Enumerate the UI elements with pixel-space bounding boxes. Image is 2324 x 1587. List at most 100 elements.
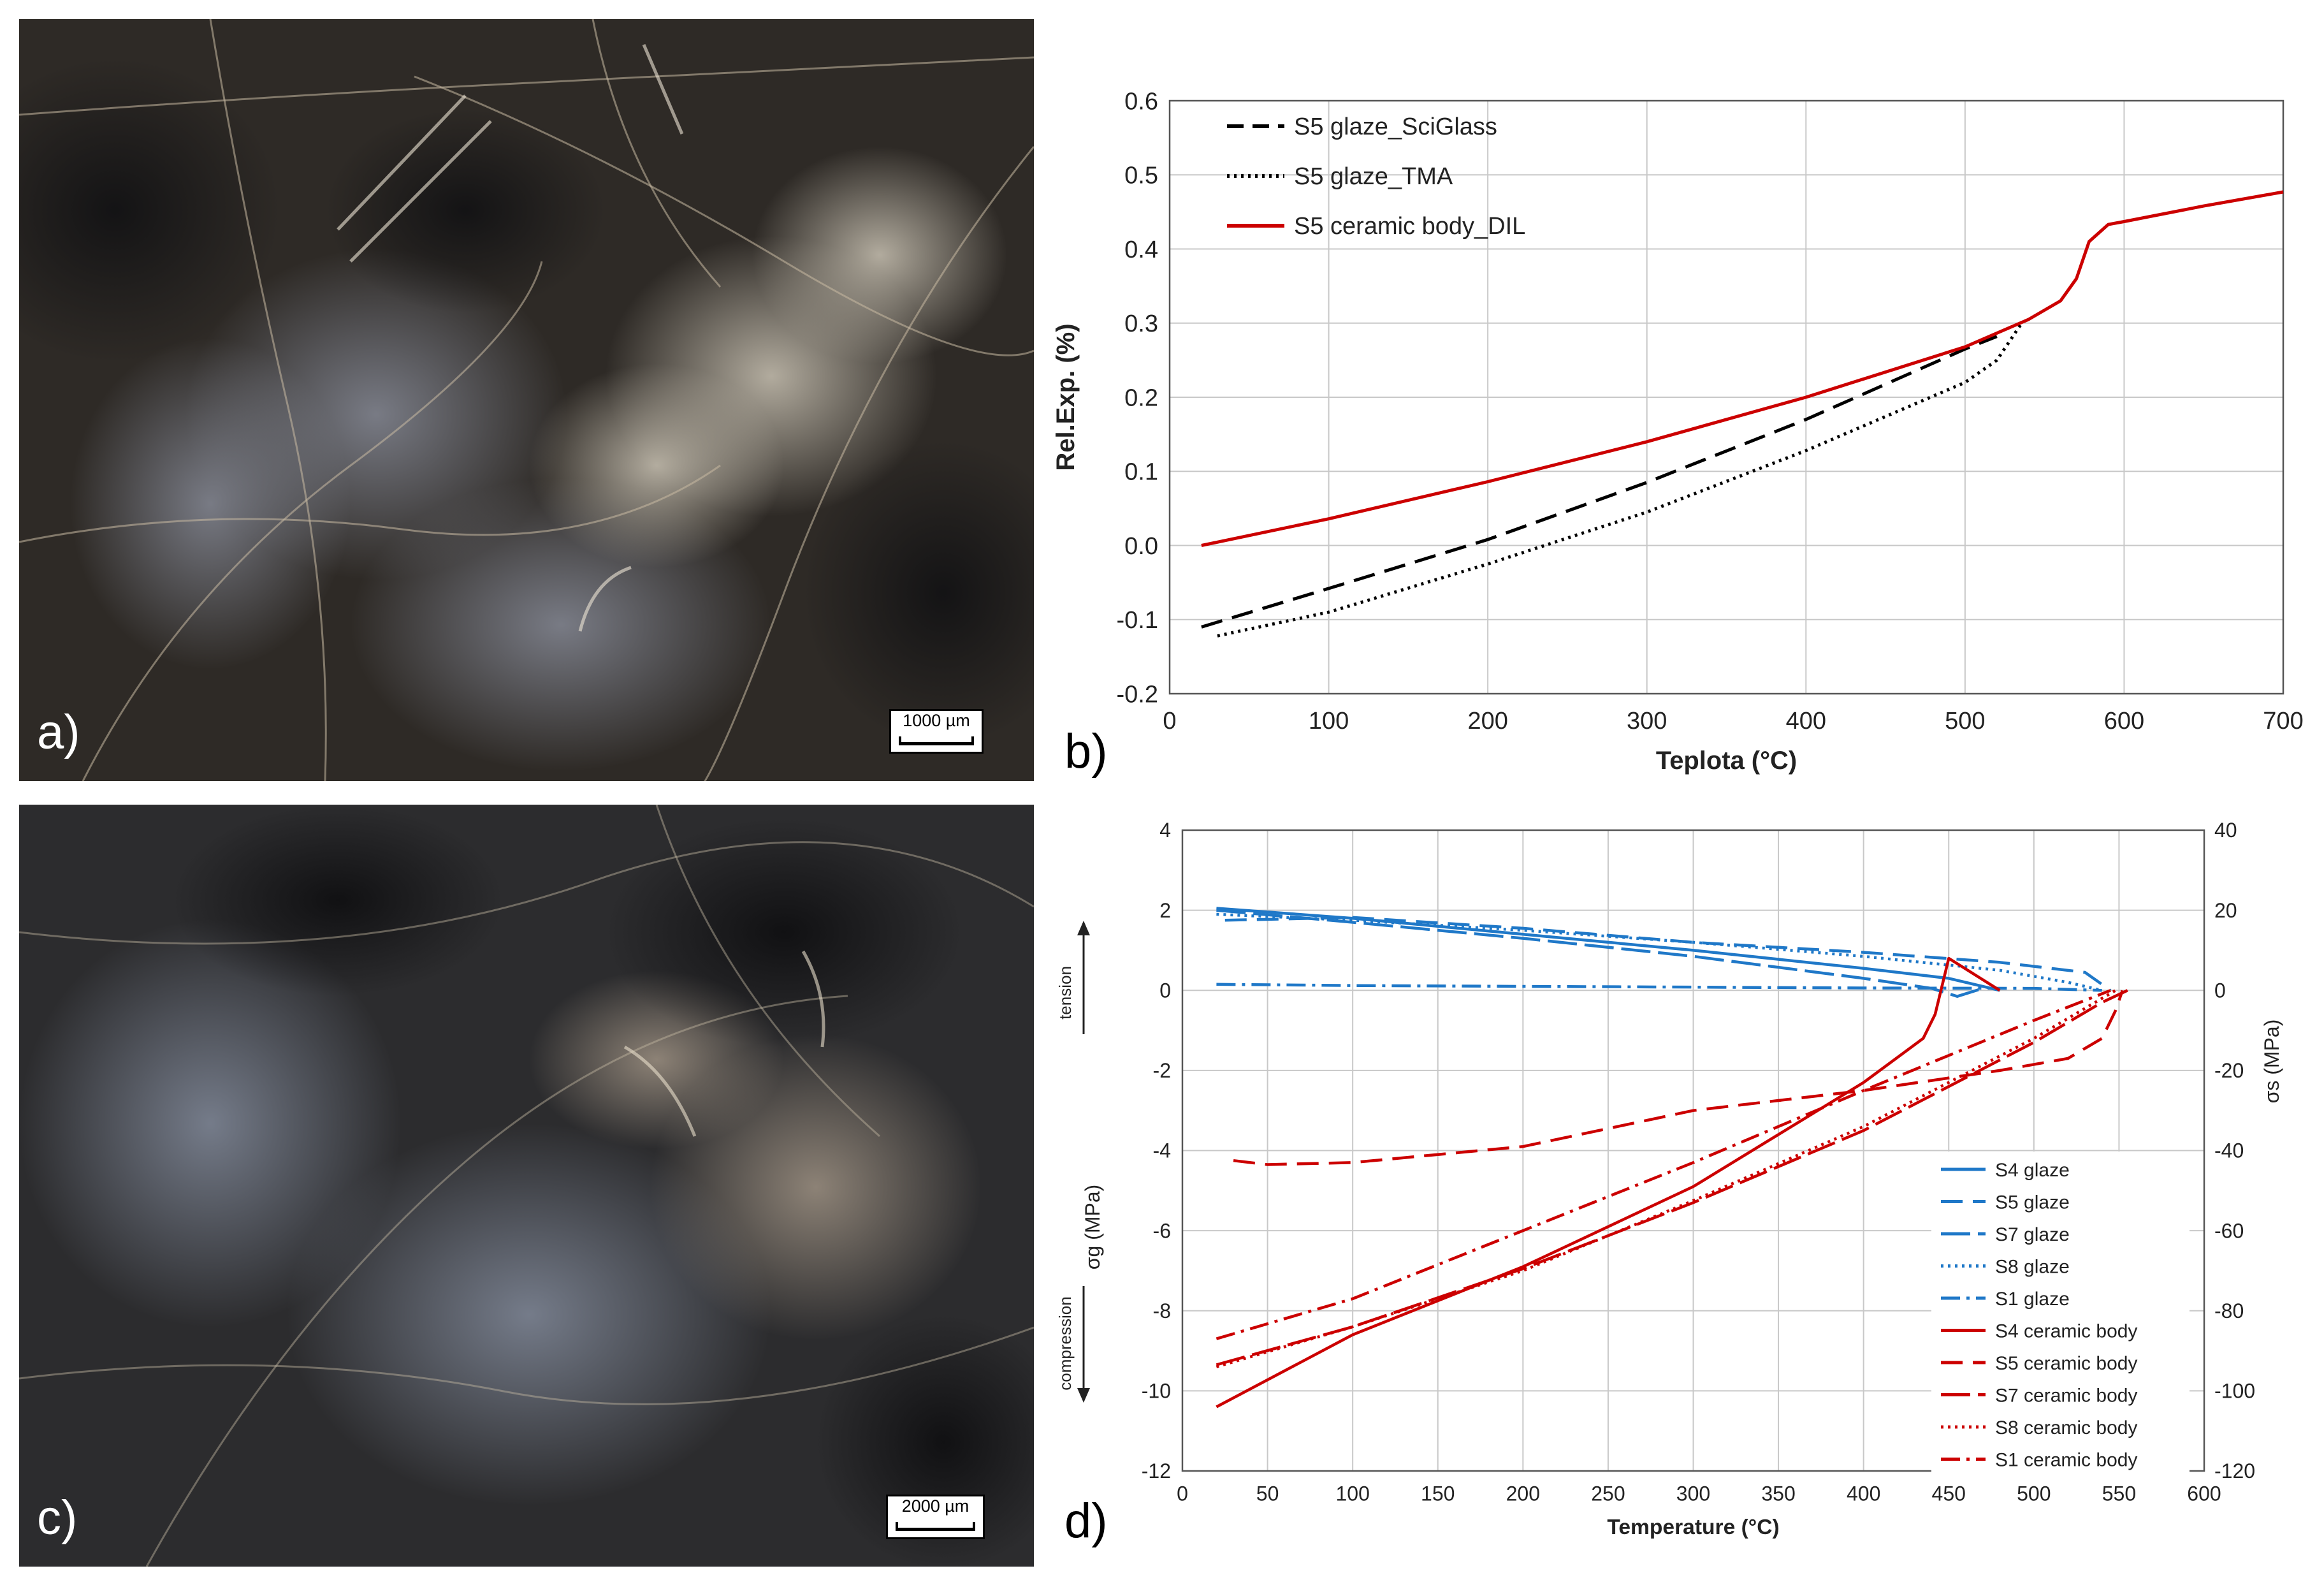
chart-b: 0 100 200 300 400 500 600 700 -0.2 -0.1 0.0 0.1 0.2 0… bbox=[1045, 19, 2314, 791]
chart-d-xtick-label: 500 bbox=[2017, 1482, 2051, 1505]
chart-d-legend-label: S7 glaze bbox=[1995, 1224, 2070, 1245]
chart-d-series-s7-glaze bbox=[1216, 909, 1984, 998]
chart-d-y2tick-label: 20 bbox=[2214, 899, 2237, 922]
chart-b-y-axis-title: Rel.Exp. (%) bbox=[1052, 323, 1080, 471]
panel-label-a: a) bbox=[37, 705, 80, 759]
chart-b-xtick-label: 700 bbox=[2263, 708, 2303, 735]
chart-d-y2tick-label: -100 bbox=[2214, 1380, 2255, 1403]
chart-d-legend-label: S8 glaze bbox=[1995, 1257, 2070, 1278]
chart-d-y2tick-label: -80 bbox=[2214, 1299, 2244, 1322]
panel-label-b: b) bbox=[1064, 724, 1108, 779]
chart-d-y2tick-label: -60 bbox=[2214, 1219, 2244, 1242]
chart-d-legend-label: S1 glaze bbox=[1995, 1289, 2070, 1310]
chart-b-series-s5-glaze-sciglass bbox=[1201, 335, 1998, 629]
chart-b-xtick-label: 400 bbox=[1786, 708, 1826, 735]
panel-label-c: c) bbox=[37, 1491, 78, 1545]
chart-d-tension-label: tension bbox=[1056, 966, 1075, 1020]
chart-d-y2tick-label: -40 bbox=[2214, 1139, 2244, 1162]
chart-d-y2tick-label: 0 bbox=[2214, 979, 2226, 1002]
chart-b-ytick-label: 0.6 bbox=[1124, 88, 1158, 115]
chart-d-series-s5-glaze bbox=[1224, 916, 2112, 992]
chart-b-xtick-label: 500 bbox=[1945, 708, 1985, 735]
scale-bar-a: 1000 µm bbox=[889, 709, 984, 754]
chart-b-series-s5-glaze-tma bbox=[1217, 323, 2023, 638]
chart-d-xtick-label: 0 bbox=[1177, 1482, 1188, 1505]
chart-b-legend-label: S5 glaze_SciGlass bbox=[1294, 113, 1497, 140]
chart-d-plot-border bbox=[1181, 829, 2205, 1472]
chart-d-xtick-label: 300 bbox=[1676, 1482, 1710, 1505]
chart-d-y2tick-label: -120 bbox=[2214, 1459, 2255, 1482]
chart-d-ytick-label: -2 bbox=[1153, 1059, 1171, 1082]
scale-bar-a-line bbox=[899, 736, 974, 745]
chart-b-xtick-label: 300 bbox=[1627, 708, 1667, 735]
chart-d-ytick-label: 2 bbox=[1159, 899, 1171, 922]
chart-b-ytick-label: 0.5 bbox=[1124, 163, 1158, 189]
chart-b-svg: 0 100 200 300 400 500 600 700 -0.2 -0.1 0.0 0.1 0.2 0… bbox=[1052, 88, 2304, 775]
chart-d-x-axis-title: Temperature (°C) bbox=[1607, 1516, 1779, 1539]
chart-d-y2-axis-title: σs (MPa) bbox=[2260, 1020, 2283, 1104]
chart-d-xtick-label: 50 bbox=[1256, 1482, 1279, 1505]
scale-bar-c: 2000 µm bbox=[886, 1495, 985, 1539]
chart-b-xtick-label: 100 bbox=[1309, 708, 1349, 735]
chart-d-series-s1-glaze bbox=[1216, 983, 2102, 992]
chart-d-series-s4-ceramic-body bbox=[1216, 956, 2001, 1408]
chart-d-ytick-label: -8 bbox=[1153, 1299, 1171, 1322]
chart-d-ytick-label: 4 bbox=[1159, 819, 1171, 842]
chart-d-xtick-label: 200 bbox=[1506, 1482, 1540, 1505]
chart-d-series-s8-glaze bbox=[1216, 912, 2103, 992]
chart-d-legend-label: S8 ceramic body bbox=[1995, 1417, 2137, 1438]
chart-d-legend-label: S1 ceramic body bbox=[1995, 1450, 2137, 1471]
chart-d-xtick-label: 350 bbox=[1761, 1482, 1795, 1505]
chart-d-xtick-label: 250 bbox=[1591, 1482, 1625, 1505]
chart-d-tension-arrowhead bbox=[1077, 921, 1090, 935]
chart-d-legend-label: S5 glaze bbox=[1995, 1192, 2070, 1213]
chart-d-y2tick-label: 40 bbox=[2214, 819, 2237, 842]
chart-d-xtick-label: 400 bbox=[1847, 1482, 1880, 1505]
chart-d-legend-box bbox=[1931, 1152, 2190, 1480]
chart-b-legend-label: S5 glaze_TMA bbox=[1294, 163, 1453, 190]
chart-b-xtick-label: 0 bbox=[1163, 708, 1176, 735]
chart-d-series-s1-ceramic-body bbox=[1216, 989, 2111, 1340]
chart-d-svg: 0 50 100 150 200 250 300 350 400 450 500 550 600-12-… bbox=[1056, 819, 2283, 1539]
scale-bar-c-label: 2000 µm bbox=[901, 1496, 970, 1516]
chart-d-xtick-label: 150 bbox=[1421, 1482, 1455, 1505]
chart-d-series-s8-ceramic-body bbox=[1216, 989, 2117, 1368]
micrograph-a-image bbox=[19, 19, 1034, 781]
chart-d-ytick-label: -4 bbox=[1153, 1139, 1171, 1162]
chart-d-series-s7-ceramic-body bbox=[1216, 989, 2128, 1366]
chart-d-compression-arrowhead bbox=[1077, 1388, 1090, 1403]
chart-b-plot-border bbox=[1168, 99, 2284, 695]
chart-b-ytick-label: 0.0 bbox=[1124, 533, 1158, 560]
chart-b-ytick-label: -0.1 bbox=[1117, 607, 1158, 634]
scale-bar-c-line bbox=[896, 1522, 975, 1531]
chart-d-legend-label: S7 ceramic body bbox=[1995, 1386, 2137, 1407]
chart-d-xtick-label: 100 bbox=[1335, 1482, 1369, 1505]
chart-d-y2tick-label: -20 bbox=[2214, 1059, 2244, 1082]
chart-b-ytick-label: 0.4 bbox=[1124, 237, 1158, 263]
chart-b-series-s5-ceramic-body-dil bbox=[1201, 190, 2284, 547]
chart-b-legend-label: S5 ceramic body_DIL bbox=[1294, 213, 1525, 240]
chart-b-ytick-label: 0.2 bbox=[1124, 384, 1158, 411]
chart-b-xtick-label: 600 bbox=[2104, 708, 2144, 735]
chart-b-ytick-label: -0.2 bbox=[1117, 681, 1158, 708]
chart-d-xtick-label: 550 bbox=[2102, 1482, 2136, 1505]
chart-d-legend-label: S4 ceramic body bbox=[1995, 1321, 2137, 1342]
chart-d-xtick-label: 600 bbox=[2187, 1482, 2221, 1505]
scale-bar-a-label: 1000 µm bbox=[903, 711, 970, 730]
chart-d-legend-label: S5 ceramic body bbox=[1995, 1353, 2137, 1374]
chart-d-compression-label: compression bbox=[1056, 1296, 1075, 1390]
chart-d-ytick-label: -12 bbox=[1142, 1459, 1171, 1482]
chart-d-series-s5-ceramic-body bbox=[1233, 990, 2124, 1166]
chart-b-ytick-label: 0.3 bbox=[1124, 311, 1158, 337]
chart-b-ytick-label: 0.1 bbox=[1124, 459, 1158, 486]
panel-label-d: d) bbox=[1064, 1494, 1108, 1548]
chart-b-x-axis-title: Teplota (°C) bbox=[1656, 747, 1797, 775]
chart-b-xtick-label: 200 bbox=[1467, 708, 1507, 735]
chart-d-ytick-label: -10 bbox=[1142, 1380, 1171, 1403]
micrograph-c-image bbox=[19, 805, 1034, 1567]
chart-d: 0 50 100 150 200 250 300 350 400 450 500 550 600 -12-… bbox=[1045, 805, 2314, 1579]
micrograph-c: c) 2000 µm bbox=[19, 805, 1034, 1567]
chart-d-xtick-label: 450 bbox=[1932, 1482, 1966, 1505]
chart-d-legend-label: S4 glaze bbox=[1995, 1160, 2070, 1181]
chart-d-ytick-label: -6 bbox=[1153, 1219, 1171, 1242]
